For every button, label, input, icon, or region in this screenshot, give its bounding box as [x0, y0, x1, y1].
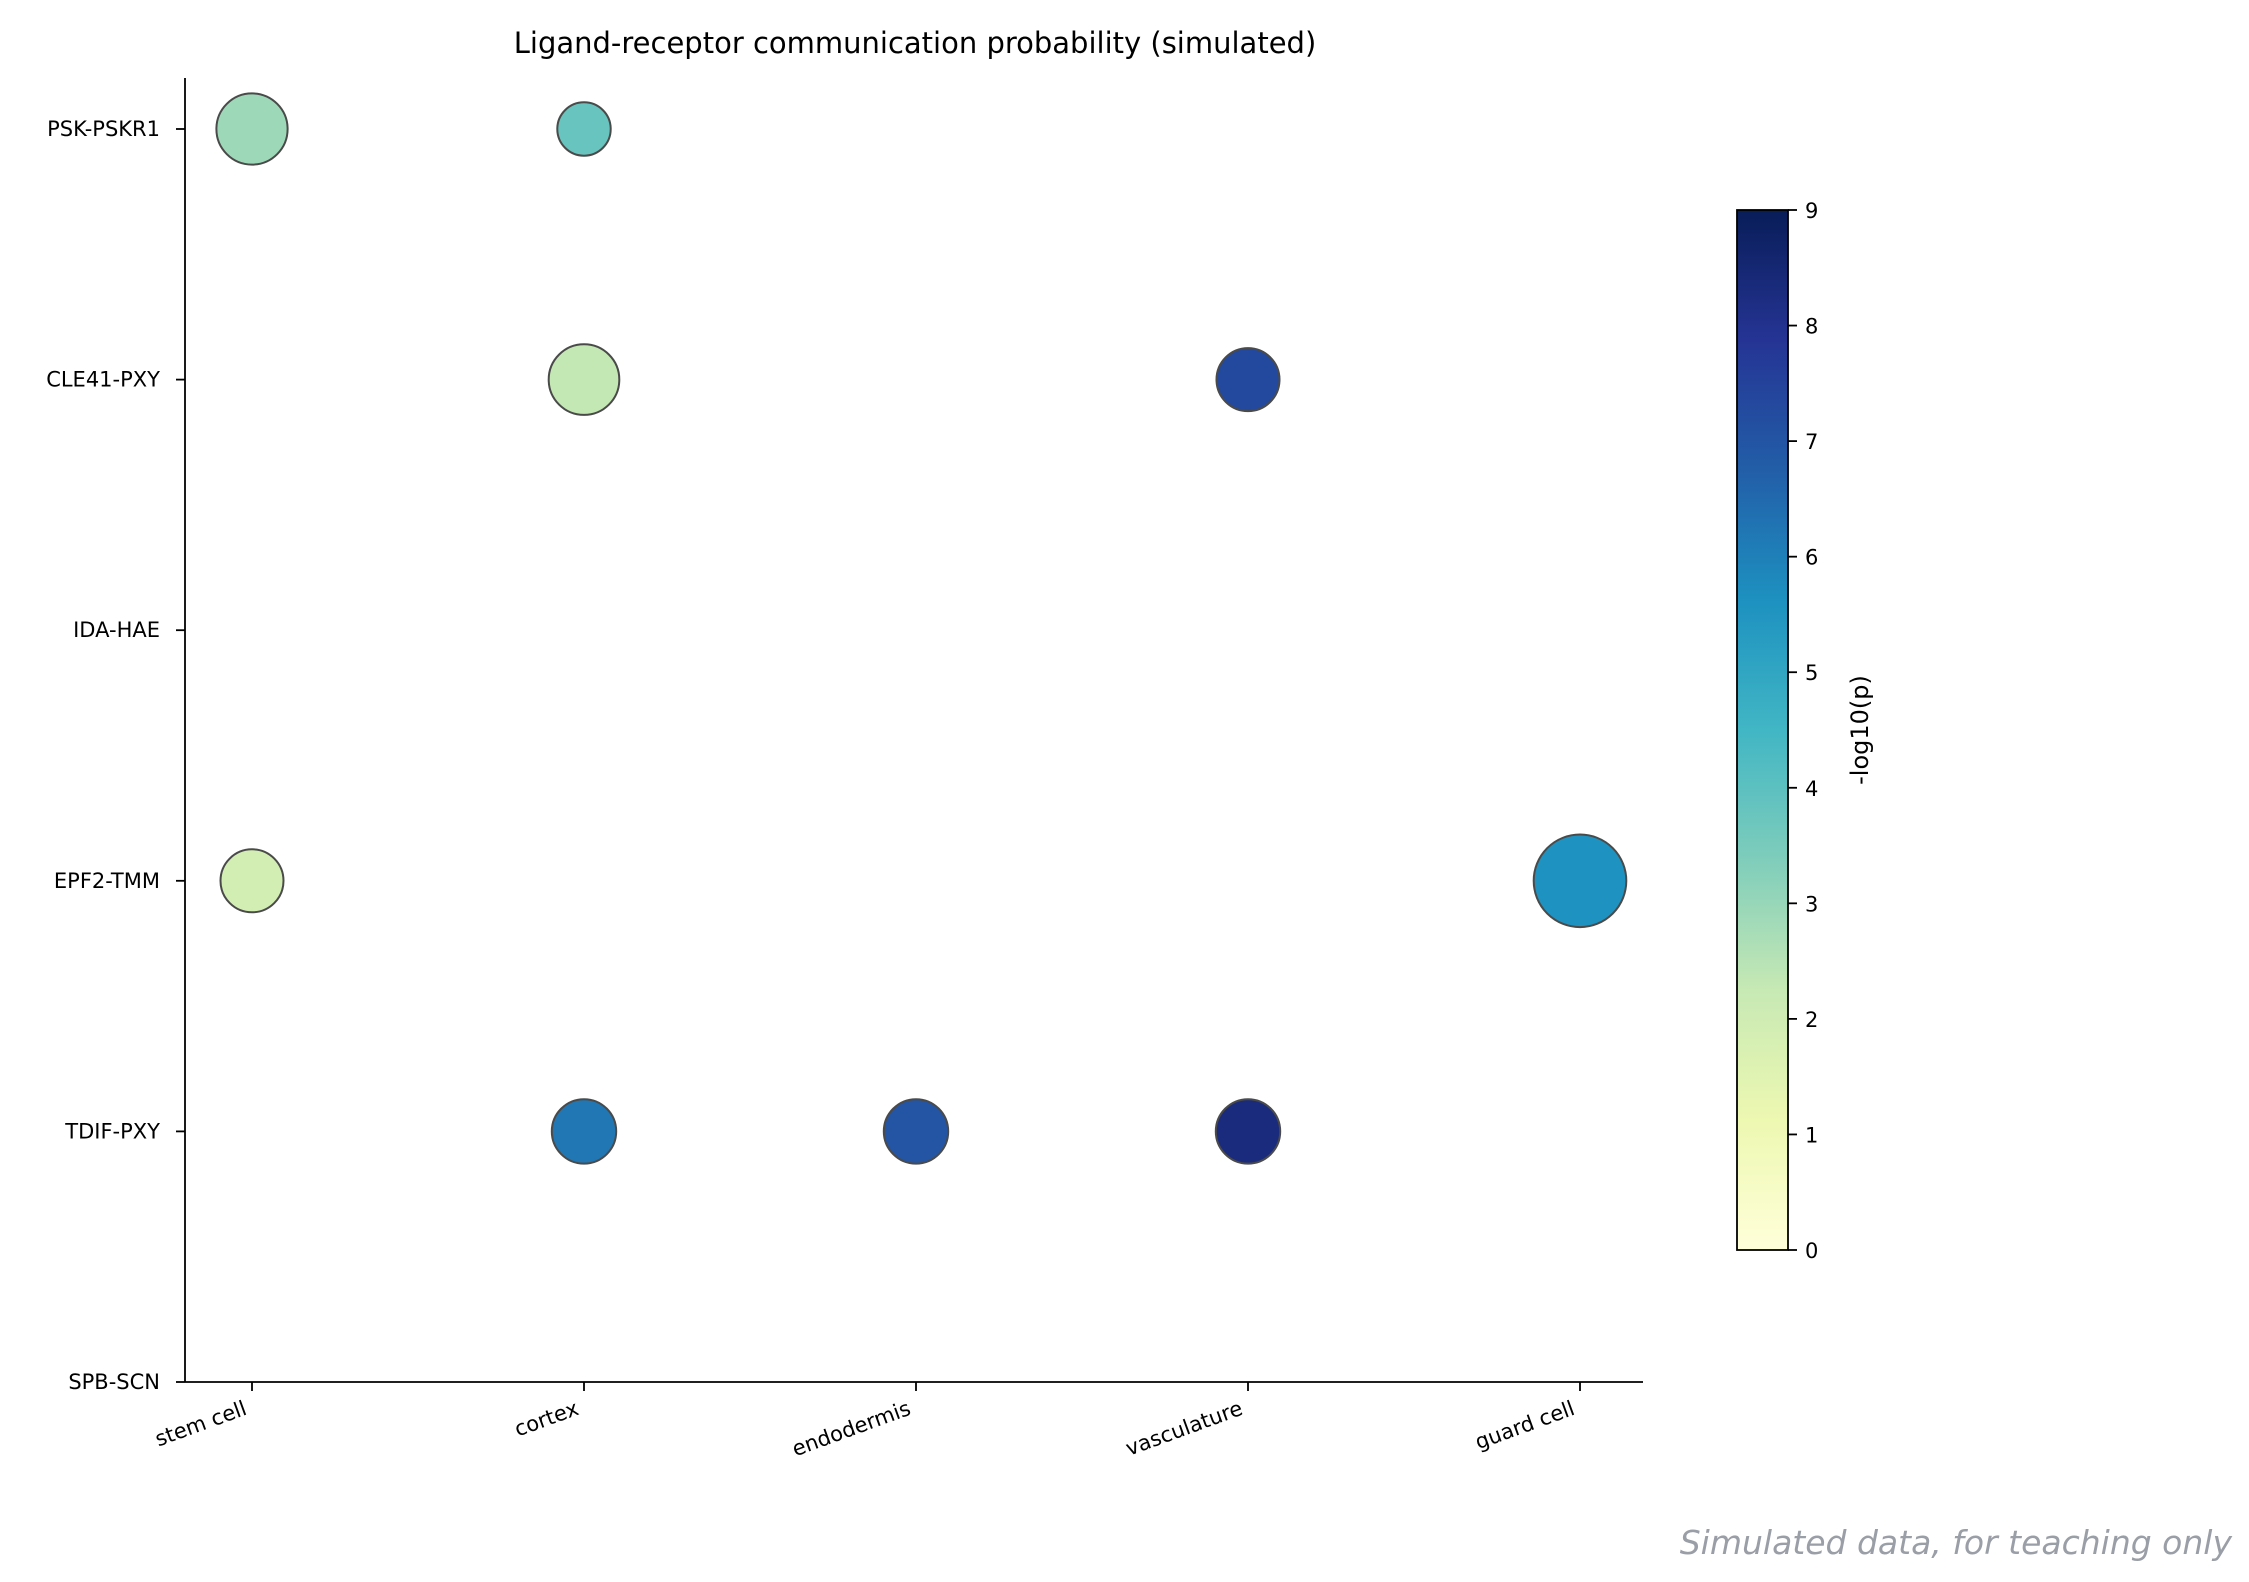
- colorbar-tick-label: 2: [1805, 1008, 1818, 1032]
- y-tick-label: TDIF-PXY: [64, 1119, 160, 1143]
- colorbar-gradient: [1736, 209, 1789, 1251]
- bubble-point: [550, 1098, 618, 1165]
- bubble-point: [882, 1098, 950, 1165]
- colorbar-tick-label: 6: [1805, 546, 1818, 570]
- watermark-text: Simulated data, for teaching only: [1680, 1523, 2233, 1562]
- colorbar-tick-label: 1: [1805, 1123, 1818, 1147]
- y-tick-label: EPF2-TMM: [54, 869, 160, 893]
- x-tick-label: guard cell: [1472, 1396, 1578, 1454]
- colorbar-tick-label: 8: [1805, 315, 1818, 339]
- y-tick-label: IDA-HAE: [73, 618, 160, 642]
- x-tick-label: stem cell: [152, 1396, 250, 1451]
- colorbar-tick-label: 3: [1805, 892, 1818, 916]
- y-axis-ticks: PSK-PSKR1 CLE41-PXY IDA-HAE EPF2-TMM TDIF-PX…: [46, 117, 185, 1394]
- bubble-layer: [215, 92, 1628, 1165]
- colorbar-tick-label: 7: [1805, 430, 1818, 454]
- bubble-point: [547, 343, 621, 416]
- x-tick-label: endodermis: [789, 1396, 914, 1461]
- x-tick-label: vasculature: [1122, 1396, 1245, 1460]
- colorbar: 0 1 2 3 4 5 6 7 8 9 -log10(p): [1736, 199, 1874, 1263]
- colorbar-tick-label: 0: [1805, 1239, 1818, 1263]
- plot-axes: [184, 78, 1643, 1383]
- x-axis-ticks: stem cell cortex endodermis vasculature guar…: [152, 1382, 1581, 1461]
- y-tick-label: SPB-SCN: [68, 1370, 160, 1394]
- colorbar-label: -log10(p): [1846, 675, 1874, 785]
- bubble-point: [1532, 833, 1628, 929]
- x-tick-label: cortex: [511, 1396, 581, 1441]
- y-tick-label: PSK-PSKR1: [47, 117, 160, 141]
- bubble-point: [1215, 347, 1281, 413]
- y-tick-label: CLE41-PXY: [46, 368, 160, 392]
- colorbar-tick-label: 5: [1805, 661, 1818, 685]
- colorbar-tick-label: 9: [1805, 199, 1818, 223]
- colorbar-ticks: 0 1 2 3 4 5 6 7 8 9: [1788, 199, 1818, 1263]
- bubble-point: [219, 848, 285, 914]
- colorbar-tick-label: 4: [1805, 777, 1818, 801]
- chart-title: Ligand-receptor communication probabilit…: [514, 26, 1317, 60]
- bubble-point: [1214, 1098, 1282, 1165]
- bubble-point: [215, 92, 289, 166]
- bubble-point: [556, 101, 612, 157]
